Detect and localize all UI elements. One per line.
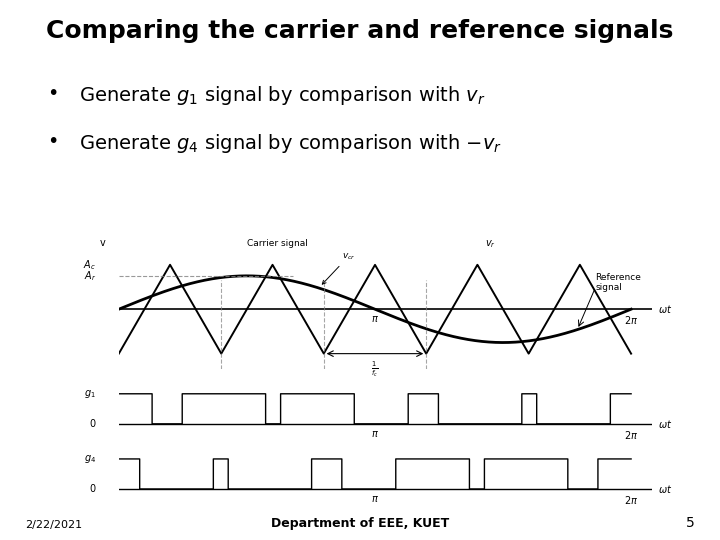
Text: $v_r$: $v_r$ (485, 238, 495, 250)
Text: v: v (99, 239, 105, 248)
Text: $A_c$: $A_c$ (83, 258, 96, 272)
Text: Reference
signal: Reference signal (595, 273, 641, 292)
Text: Carrier signal: Carrier signal (247, 239, 308, 248)
Text: $\pi$: $\pi$ (371, 314, 379, 323)
Text: $A_r$: $A_r$ (84, 269, 96, 283)
Text: 0: 0 (90, 419, 96, 429)
Text: $\pi$: $\pi$ (371, 429, 379, 439)
Text: $\omega t$: $\omega t$ (658, 418, 672, 430)
Text: $2\pi$: $2\pi$ (624, 314, 638, 326)
Text: Generate $g_4$ signal by comparison with $-v_r$: Generate $g_4$ signal by comparison with… (79, 132, 502, 156)
Text: •: • (47, 132, 58, 151)
Text: •: • (47, 84, 58, 103)
Text: 5: 5 (686, 516, 695, 530)
Text: Department of EEE, KUET: Department of EEE, KUET (271, 517, 449, 530)
Text: $\frac{1}{f_c}$: $\frac{1}{f_c}$ (372, 360, 379, 379)
Text: 0: 0 (90, 484, 96, 494)
Text: 2/22/2021: 2/22/2021 (25, 520, 82, 530)
Text: Comparing the carrier and reference signals: Comparing the carrier and reference sign… (46, 19, 674, 43)
Text: $\pi$: $\pi$ (371, 494, 379, 504)
Text: $\omega t$: $\omega t$ (658, 483, 672, 495)
Text: $\omega t$: $\omega t$ (658, 303, 672, 315)
Text: $2\pi$: $2\pi$ (624, 429, 638, 441)
Text: $2\pi$: $2\pi$ (624, 494, 638, 506)
Text: $g_4$: $g_4$ (84, 453, 96, 465)
Text: Generate $g_1$ signal by comparison with $v_r$: Generate $g_1$ signal by comparison with… (79, 84, 486, 107)
Text: $g_1$: $g_1$ (84, 388, 96, 400)
Text: $v_{cr}$: $v_{cr}$ (323, 251, 356, 284)
